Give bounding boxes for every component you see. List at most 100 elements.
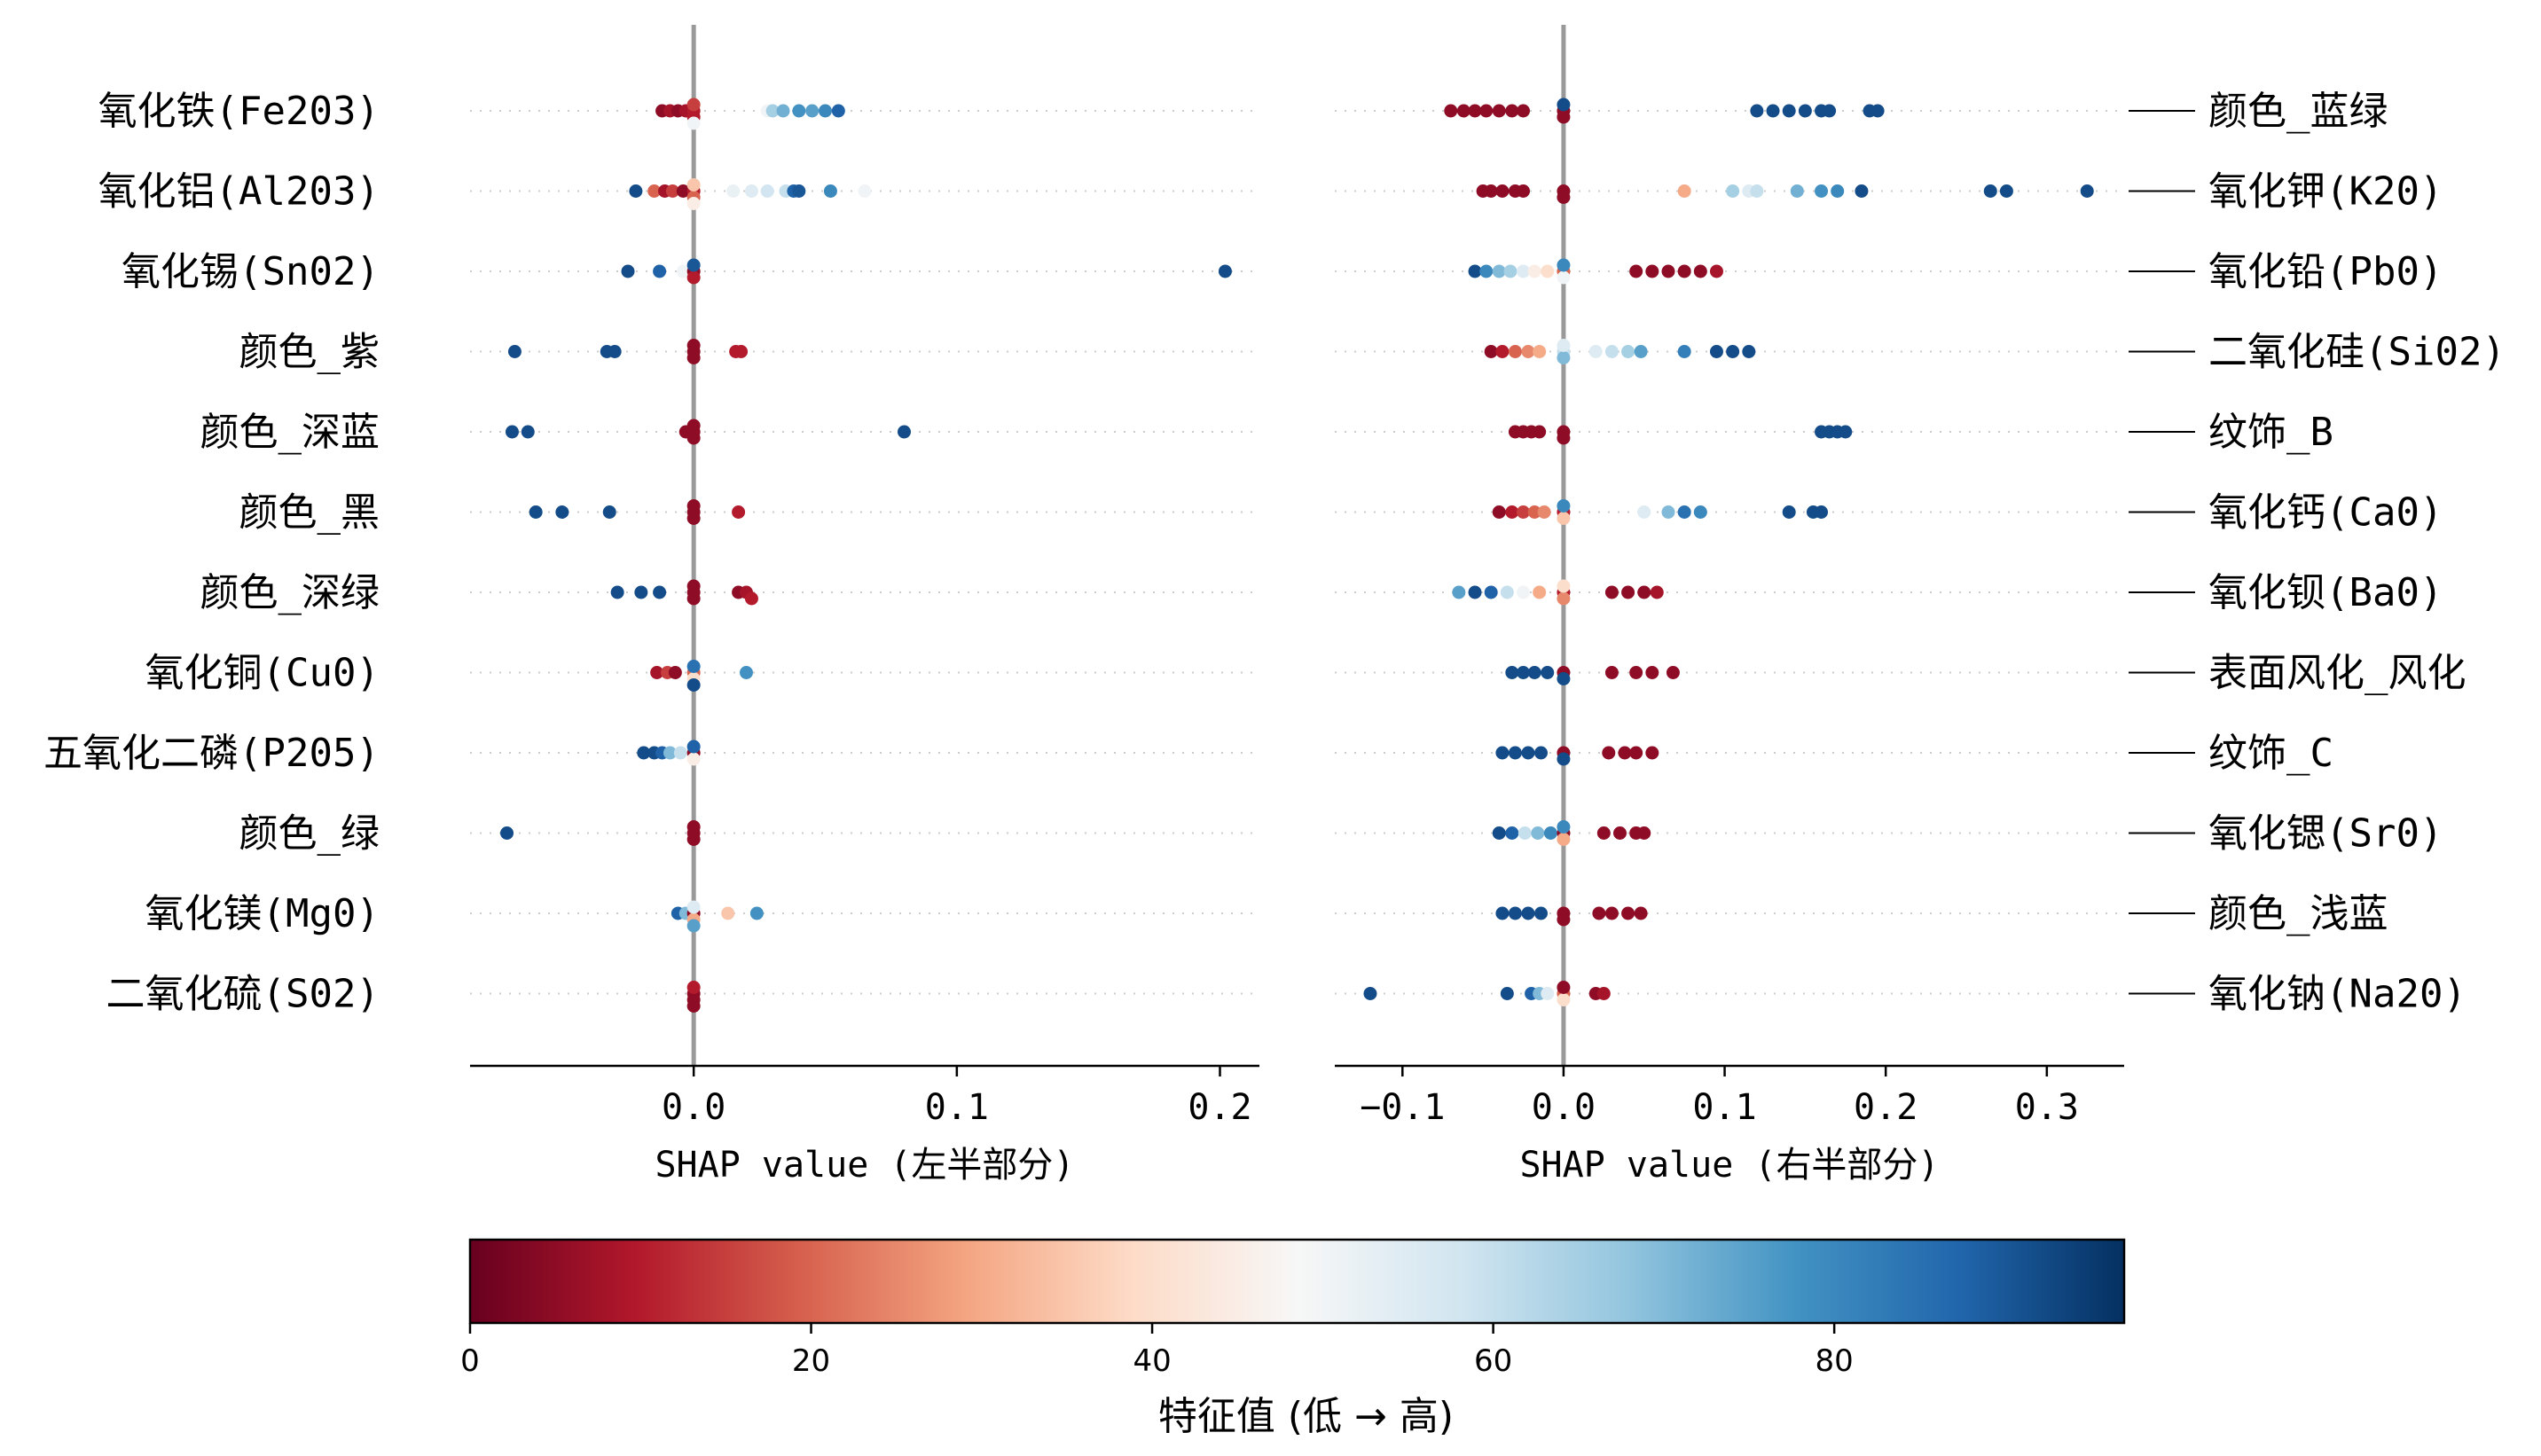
- shap-point: [1983, 184, 1997, 198]
- shap-point: [1468, 104, 1482, 118]
- shap-point: [1518, 826, 1532, 840]
- feature-label: 氧化铜(Cu0): [145, 651, 380, 696]
- shap-point: [1517, 505, 1531, 519]
- feature-label: 颜色_绿: [239, 811, 380, 857]
- left-row-labels: 氧化铁(Fe203) 氧化铝(Al203) 氧化锡(Sn02) 颜色_紫颜色_深蓝颜色…: [43, 89, 380, 1017]
- feature-label: 氧化铁(Fe203): [98, 89, 380, 134]
- shap-point: [1468, 264, 1482, 278]
- colorbar-tick-label: 60: [1474, 1343, 1512, 1379]
- shap-point: [1557, 993, 1571, 1006]
- shap-point: [1527, 666, 1541, 679]
- shap-point: [1557, 512, 1571, 525]
- feature-label: 氧化锡(Sn02): [122, 249, 380, 294]
- shap-point: [1557, 351, 1571, 364]
- shap-point: [1677, 345, 1691, 358]
- shap-point: [792, 184, 806, 198]
- feature-label: 氧化镁(Mg0): [145, 891, 380, 936]
- shap-point: [1543, 826, 1557, 840]
- shap-point: [686, 258, 701, 272]
- shap-point: [858, 184, 872, 198]
- shap-point: [1517, 585, 1531, 599]
- shap-point: [1505, 826, 1519, 840]
- right-x-ticks: −0.1 0.0 0.1 0.2 0.3: [1360, 1066, 2079, 1128]
- shap-point: [1495, 746, 1510, 760]
- shap-point: [608, 345, 622, 358]
- shap-point: [765, 104, 780, 118]
- shap-point: [686, 419, 701, 433]
- shap-point: [740, 666, 753, 679]
- shap-point: [823, 184, 837, 198]
- feature-label: 颜色_深绿: [200, 570, 380, 615]
- shap-point: [663, 746, 677, 760]
- shap-point: [1444, 104, 1458, 118]
- left-x-ticks: 0.0 0.1 0.2: [662, 1066, 1252, 1128]
- shap-point: [1533, 585, 1547, 599]
- shap-point: [610, 585, 624, 599]
- left-shap-panel: 氧化铁(Fe203) 氧化铝(Al203) 氧化锡(Sn02) 颜色_紫颜色_深蓝颜色…: [43, 25, 1259, 1186]
- shap-point: [1541, 666, 1555, 679]
- shap-point: [686, 981, 701, 994]
- shap-point: [1870, 104, 1885, 118]
- shap-point: [686, 900, 701, 914]
- shap-point: [1637, 826, 1651, 840]
- shap-point: [686, 678, 701, 692]
- feature-label: 颜色_蓝绿: [2208, 89, 2388, 134]
- shap-point: [1604, 585, 1619, 599]
- x-tick-label: 0.1: [1692, 1087, 1756, 1128]
- shap-point: [1557, 912, 1571, 927]
- feature-label: 纹饰_C: [2208, 731, 2333, 776]
- shap-point: [686, 752, 701, 766]
- feature-label: 氧化铝(Al203): [98, 169, 380, 215]
- shap-point: [805, 104, 820, 118]
- left-row-gridlines: [470, 110, 1259, 995]
- x-tick-label: 0.2: [1854, 1087, 1918, 1128]
- colorbar: 0 20 40 60 80 特征值 (低 → 高): [460, 1238, 2126, 1439]
- x-tick-label: 0.2: [1188, 1087, 1251, 1128]
- shap-point: [1557, 258, 1571, 272]
- shap-point: [529, 505, 543, 519]
- shap-point: [1677, 264, 1691, 278]
- shap-point: [1557, 110, 1571, 124]
- left-points-layer: [500, 98, 1232, 1013]
- shap-point: [1592, 906, 1606, 920]
- feature-label: 氧化钙(Ca0): [2208, 490, 2443, 536]
- shap-point: [686, 431, 701, 445]
- shap-point: [668, 666, 682, 679]
- feature-label: 颜色_深蓝: [200, 410, 380, 455]
- shap-point: [1629, 666, 1643, 679]
- shap-point: [629, 184, 643, 198]
- shap-point: [555, 505, 569, 519]
- colorbar-label: 特征值 (低 → 高): [1158, 1394, 1454, 1439]
- shap-point: [1557, 820, 1571, 834]
- shap-point: [686, 512, 701, 525]
- shap-point: [653, 585, 667, 599]
- shap-point: [1709, 345, 1723, 358]
- shap-point: [1604, 345, 1619, 358]
- shap-point: [1645, 264, 1659, 278]
- shap-point: [760, 184, 774, 198]
- shap-point: [1557, 339, 1571, 352]
- shap-point: [686, 833, 701, 846]
- shap-point: [1557, 672, 1571, 685]
- shap-point: [1508, 746, 1522, 760]
- shap-point: [734, 345, 749, 358]
- feature-label: 颜色_黑: [239, 490, 380, 536]
- shap-point: [1541, 987, 1555, 1000]
- shap-point: [1557, 431, 1571, 445]
- feature-label: 颜色_紫: [239, 330, 380, 375]
- right-x-axis-label: SHAP value (右半部分): [1519, 1145, 1939, 1186]
- feature-label: 五氧化二磷(P205): [43, 731, 380, 776]
- shap-point: [1596, 826, 1611, 840]
- shap-point: [1505, 505, 1519, 519]
- shap-point: [1621, 345, 1635, 358]
- shap-point: [1557, 752, 1571, 766]
- shap-point: [1492, 826, 1506, 840]
- shap-point: [1839, 425, 1853, 439]
- shap-point: [1629, 264, 1643, 278]
- shap-point: [1602, 746, 1616, 760]
- shap-point: [721, 906, 735, 920]
- shap-point: [1557, 579, 1571, 593]
- feature-label: 颜色_浅蓝: [2208, 891, 2388, 936]
- shap-point: [1517, 264, 1531, 278]
